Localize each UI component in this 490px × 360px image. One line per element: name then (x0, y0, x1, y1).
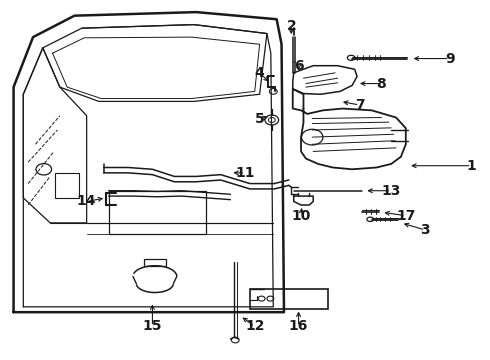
Bar (250, 289, 328, 309)
Text: 1: 1 (466, 159, 476, 173)
Text: 16: 16 (289, 319, 308, 333)
Bar (55, 173, 79, 198)
Text: 3: 3 (420, 223, 430, 237)
Bar (109, 191, 206, 234)
Text: 13: 13 (382, 184, 401, 198)
Text: 4: 4 (255, 66, 265, 80)
Text: 14: 14 (77, 194, 97, 208)
Text: 6: 6 (294, 59, 303, 73)
Text: 10: 10 (292, 209, 311, 223)
Text: 11: 11 (235, 166, 255, 180)
Text: 2: 2 (287, 19, 296, 33)
Text: 17: 17 (396, 209, 416, 223)
Text: 15: 15 (143, 319, 162, 333)
Text: 9: 9 (445, 51, 454, 66)
Text: 12: 12 (245, 319, 265, 333)
Bar (144, 259, 166, 266)
Text: 8: 8 (376, 77, 386, 91)
Text: 7: 7 (355, 98, 364, 112)
Text: 5: 5 (255, 112, 265, 126)
